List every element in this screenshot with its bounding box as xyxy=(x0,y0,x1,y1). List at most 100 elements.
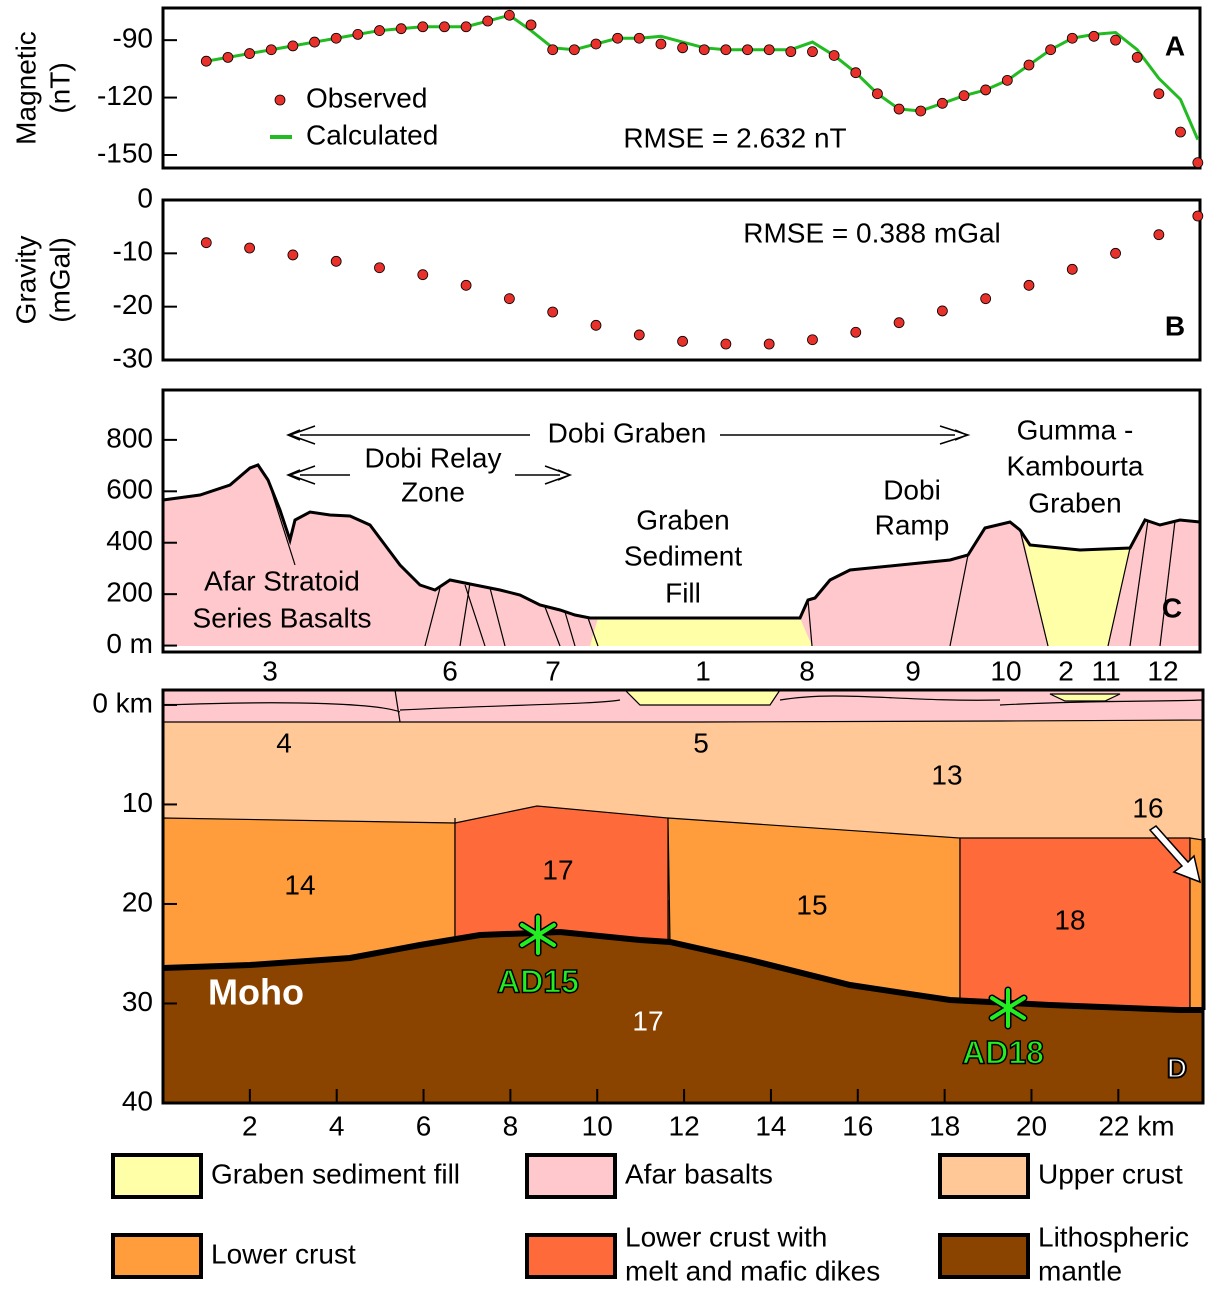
boundaries xyxy=(162,689,1204,823)
annotation: Gumma - xyxy=(1017,414,1134,445)
y-tick-label: 40 xyxy=(122,1085,153,1116)
observed-point xyxy=(309,36,320,48)
annotation: Dobi Relay xyxy=(365,442,502,473)
observed-point xyxy=(1066,263,1078,275)
x-tick-label: 4 xyxy=(329,1110,345,1141)
y-tick-label: 800 xyxy=(106,422,153,453)
observed-point xyxy=(980,293,992,305)
y-tick-label: -90 xyxy=(113,23,153,54)
plot-frame xyxy=(161,388,1202,654)
observed-point xyxy=(330,32,342,44)
unit-label: 15 xyxy=(796,889,827,920)
unit-label: 12 xyxy=(1147,655,1178,686)
moho-label: Moho xyxy=(208,972,304,1013)
x-tick-label: 14 xyxy=(755,1110,786,1141)
observed-point xyxy=(568,44,580,56)
observed-point xyxy=(244,48,255,59)
observed-point xyxy=(417,269,429,281)
observed-point xyxy=(958,90,970,102)
unit-label: 13 xyxy=(931,759,962,790)
unit-label: 16 xyxy=(1132,792,1163,823)
site-label: AD15 xyxy=(497,963,579,999)
observed-point xyxy=(1045,44,1057,56)
legend-swatch xyxy=(938,1153,1030,1199)
annotation: Dobi xyxy=(883,474,941,505)
y-tick-label: 20 xyxy=(122,886,153,917)
observed-point xyxy=(460,21,472,33)
topography xyxy=(162,463,1201,620)
y-tick-label: 0 xyxy=(137,182,153,213)
panel-label: B xyxy=(1165,310,1185,341)
observed-point xyxy=(1066,32,1078,44)
annotation: Sediment xyxy=(624,540,743,571)
sediment-band xyxy=(623,689,782,706)
observed-point xyxy=(547,306,559,318)
observed-point xyxy=(763,338,775,350)
unit-label: 14 xyxy=(284,869,315,900)
sediment-band xyxy=(1049,693,1121,702)
observed-point xyxy=(1088,30,1100,42)
legend-label: mantle xyxy=(1038,1255,1122,1286)
unit-label: 10 xyxy=(990,655,1021,686)
panel-label: D xyxy=(1167,1052,1187,1083)
unit-label: 17 xyxy=(632,1005,663,1036)
legend-label: Graben sediment fill xyxy=(211,1158,460,1189)
observed-point xyxy=(807,46,818,58)
observed-point xyxy=(222,51,234,63)
rmse-label: RMSE = 0.388 mGal xyxy=(743,217,1001,248)
unit-label: 18 xyxy=(1054,904,1085,935)
observed-point xyxy=(980,84,992,96)
observed-point xyxy=(893,317,905,329)
x-tick-label: 6 xyxy=(416,1110,432,1141)
legend-swatch xyxy=(274,94,286,106)
y-tick-label: 600 xyxy=(106,474,153,505)
rmse-label: RMSE = 2.632 nT xyxy=(623,122,846,153)
observed-point xyxy=(677,335,688,347)
sediment-area xyxy=(590,618,812,646)
annotation: Graben xyxy=(636,504,729,535)
legend-swatch xyxy=(938,1233,1030,1279)
observed-point xyxy=(417,21,429,33)
x-tick-label: 8 xyxy=(503,1110,519,1141)
unit-label: 3 xyxy=(262,655,278,686)
observed-point xyxy=(936,97,948,109)
annotation: Dobi Graben xyxy=(548,417,707,448)
observed-point xyxy=(547,44,559,56)
observed-point xyxy=(1153,88,1165,100)
legend-swatch xyxy=(525,1233,617,1279)
observed-point xyxy=(633,32,645,44)
annotation: Ramp xyxy=(875,509,950,540)
y-tick-label: 400 xyxy=(106,525,153,556)
sediment-area xyxy=(1022,532,1130,646)
section-d: 4 5 13 14 17 15 18 16 17 Moho AD15 AD18 xyxy=(162,689,1206,1103)
x-tick-label: 22 km xyxy=(1098,1110,1174,1141)
faults xyxy=(267,479,1176,647)
observed-point xyxy=(1175,126,1186,138)
annotation: Fill xyxy=(665,577,701,608)
y-tick-label: 200 xyxy=(106,577,153,608)
unit-label: 6 xyxy=(442,655,458,686)
observed-point xyxy=(633,329,645,341)
legend-label: Lower crust with xyxy=(625,1221,827,1252)
unit-label: 17 xyxy=(542,854,573,885)
site-marker xyxy=(520,915,1026,1028)
observed-point xyxy=(807,334,818,346)
site-label: AD18 xyxy=(962,1034,1044,1070)
observed-point xyxy=(200,55,212,67)
legend-label: Afar basalts xyxy=(625,1158,773,1189)
annotation: Kambourta xyxy=(1007,450,1144,481)
plot-frame xyxy=(161,6,1202,170)
plot-frame xyxy=(161,198,1202,362)
observed-point xyxy=(503,9,515,21)
unit-label: 5 xyxy=(693,727,709,758)
annotation: Series Basalts xyxy=(193,602,372,633)
y-tick-label: -10 xyxy=(113,236,153,267)
panel-label: A xyxy=(1165,30,1185,61)
observed-point xyxy=(742,44,753,56)
observed-point xyxy=(785,46,797,58)
basalt-area xyxy=(163,465,1200,646)
observed-point xyxy=(287,249,299,261)
moho xyxy=(162,928,1203,1013)
x-tick-label: 16 xyxy=(842,1110,873,1141)
y-tick-label: -150 xyxy=(97,137,153,168)
